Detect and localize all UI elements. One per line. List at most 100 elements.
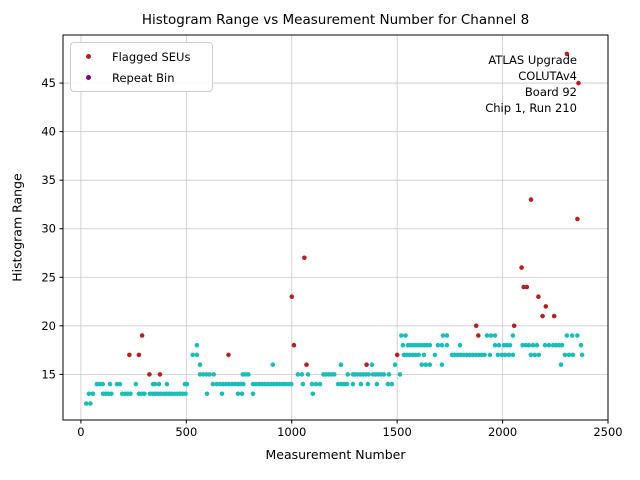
- measurement-point: [457, 342, 463, 348]
- flagged-seu-point: [364, 362, 369, 368]
- measurement-point: [117, 381, 123, 387]
- measurement-point: [194, 352, 200, 358]
- measurement-point: [241, 381, 246, 387]
- x-tick-label: 2000: [488, 425, 517, 439]
- annotation-line-3: Board 92: [524, 85, 577, 99]
- measurement-point: [506, 352, 512, 358]
- y-tick-label: 25: [41, 270, 56, 284]
- measurement-point: [338, 362, 344, 368]
- measurement-point: [100, 381, 106, 387]
- x-tick-label: 1500: [383, 425, 412, 439]
- flagged-seu-point: [127, 352, 132, 358]
- measurement-point: [566, 352, 572, 358]
- measurement-point: [142, 391, 147, 397]
- measurement-point: [502, 352, 508, 358]
- measurement-point: [439, 342, 445, 348]
- measurement-point: [310, 391, 316, 397]
- x-tick-label: 2500: [593, 425, 622, 439]
- flagged-seu-point: [304, 362, 309, 368]
- flagged-seu-point: [473, 323, 479, 329]
- measurement-point: [496, 342, 502, 348]
- measurement-point: [183, 391, 188, 397]
- measurement-point: [427, 342, 433, 348]
- measurement-point: [88, 401, 93, 406]
- measurement-point: [344, 381, 350, 387]
- measurement-point: [270, 362, 276, 368]
- flagged-seu-point: [575, 216, 580, 222]
- y-tick-label: 30: [41, 222, 56, 236]
- x-axis-label: Measurement Number: [265, 447, 406, 462]
- measurement-point: [492, 333, 498, 338]
- measurement-point: [204, 391, 210, 397]
- x-tick-label: 0: [77, 425, 84, 439]
- flagged-seu-point: [576, 80, 581, 86]
- legend: Flagged SEUs Repeat Bin: [70, 42, 213, 92]
- flagged-seu-point: [536, 294, 541, 300]
- y-tick-label: 35: [41, 173, 56, 187]
- flagged-seu-point: [543, 304, 549, 309]
- measurement-point: [197, 362, 203, 368]
- annotation-line-4: Chip 1, Run 210: [485, 101, 577, 115]
- flagged-seu-point: [528, 197, 534, 202]
- measurement-point: [421, 352, 427, 358]
- measurement-point: [578, 342, 584, 348]
- measurement-point: [435, 342, 441, 348]
- measurement-point: [488, 333, 494, 338]
- chart-title: Histogram Range vs Measurement Number fo…: [141, 12, 530, 28]
- measurement-point: [200, 372, 206, 377]
- legend-item-repeat-bin: Repeat Bin: [71, 69, 212, 87]
- flagged-seu-point: [147, 372, 152, 377]
- measurement-point: [575, 333, 580, 338]
- y-tick-label: 15: [41, 367, 56, 381]
- annotation-block: ATLAS Upgrade COLUTAv4 Board 92 Chip 1, …: [485, 52, 577, 116]
- flagged-seu-point: [476, 333, 481, 338]
- measurement-point: [299, 372, 305, 377]
- measurement-point: [313, 381, 319, 387]
- flagged-seu-point: [540, 313, 545, 319]
- flagged-seu-point: [291, 342, 297, 348]
- flagged-seu-point: [511, 323, 517, 329]
- measurement-point: [400, 342, 406, 348]
- measurement-point: [507, 342, 513, 348]
- measurement-point: [235, 391, 241, 397]
- measurement-point: [419, 362, 425, 368]
- measurement-point: [214, 381, 220, 387]
- measurement-point: [386, 372, 392, 377]
- flagged-seu-point: [519, 265, 524, 270]
- measurement-point: [542, 342, 548, 348]
- measurement-point: [546, 342, 552, 348]
- measurement-point: [532, 352, 538, 358]
- measurement-point: [534, 342, 540, 348]
- measurement-point: [156, 381, 162, 387]
- measurement-point: [528, 352, 534, 358]
- measurement-point: [246, 372, 251, 377]
- measurement-point: [492, 342, 498, 348]
- measurement-point: [190, 352, 195, 358]
- y-tick-label: 40: [41, 125, 56, 139]
- flagged-seu-point: [564, 51, 570, 57]
- measurement-point: [484, 333, 490, 338]
- measurement-point: [536, 352, 542, 358]
- flagged-seu-point: [136, 352, 142, 358]
- measurement-point: [152, 381, 158, 387]
- measurement-point: [365, 381, 371, 387]
- measurement-point: [482, 352, 487, 358]
- measurement-point: [444, 333, 450, 338]
- measurement-point: [295, 372, 301, 377]
- measurement-point: [510, 333, 516, 338]
- measurement-point: [83, 401, 89, 406]
- measurement-point: [562, 352, 568, 358]
- measurement-point: [520, 342, 525, 348]
- measurement-point: [289, 381, 294, 387]
- measurement-point: [385, 381, 391, 387]
- measurement-point: [439, 362, 445, 368]
- measurement-point: [332, 372, 337, 377]
- y-tick-label: 45: [41, 76, 56, 90]
- measurement-point: [392, 362, 398, 368]
- measurement-point: [530, 342, 536, 348]
- measurement-point: [427, 362, 433, 368]
- measurement-point: [397, 372, 403, 377]
- flagged-seus-marker-icon: [86, 54, 91, 59]
- measurement-point: [239, 391, 245, 397]
- measurement-point: [107, 381, 113, 387]
